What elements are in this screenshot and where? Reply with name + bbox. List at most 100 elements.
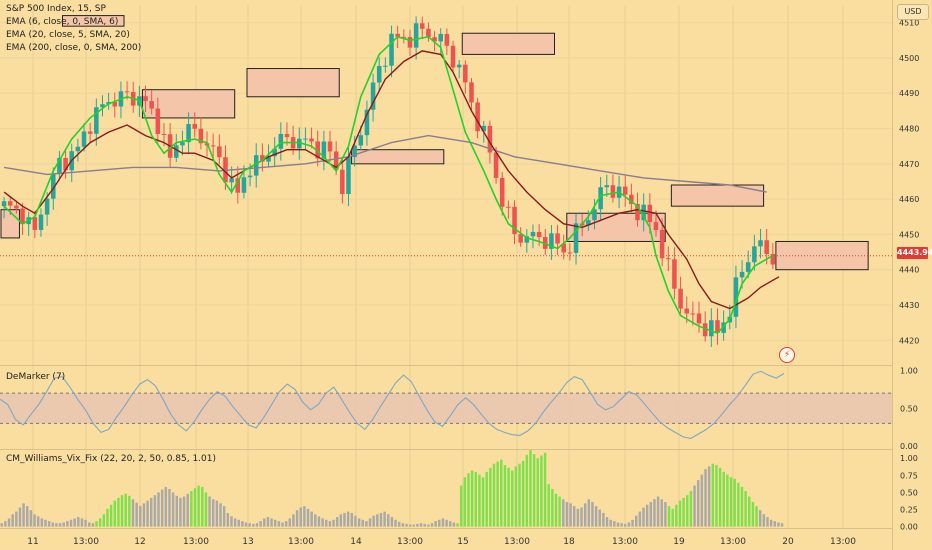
y-tick-label: 4460	[899, 195, 919, 204]
candle-body	[155, 108, 161, 135]
vix-tick-label: 0.25	[900, 506, 918, 515]
vix-bar	[29, 510, 33, 527]
candle-body	[413, 23, 419, 48]
candle-body	[346, 157, 351, 194]
currency-button[interactable]: USD	[897, 4, 929, 20]
vix-bar	[441, 518, 445, 527]
candle-body	[32, 217, 38, 230]
candle-body	[100, 104, 105, 108]
vix-bar	[485, 471, 488, 527]
vix-bar	[150, 497, 153, 527]
lightning-icon[interactable]: ⚡	[779, 347, 795, 363]
candle-body	[38, 214, 44, 230]
x-tick-label: 12	[134, 537, 145, 547]
candle-body	[217, 146, 222, 158]
vix-bar	[335, 517, 339, 527]
candle-body	[420, 23, 425, 29]
vix-bar	[507, 467, 510, 527]
vix-bar	[142, 503, 146, 527]
candle-body	[629, 194, 634, 204]
y-tick-label: 4470	[899, 160, 919, 169]
vix-bar	[645, 504, 649, 527]
vix-bar	[179, 497, 182, 527]
vix-title: CM_Williams_Vix_Fix (22, 20, 2, 50, 0.85…	[6, 454, 217, 464]
y-tick-label: 4480	[899, 125, 919, 134]
vix-bar	[193, 488, 197, 527]
candle-body	[770, 254, 776, 265]
vix-bar	[7, 518, 11, 527]
vix-bar	[729, 477, 733, 527]
vix-bar	[361, 519, 364, 527]
vix-bar	[726, 474, 729, 527]
x-tick-label: 13:00	[504, 537, 530, 547]
vix-bar	[416, 523, 419, 527]
candle-body	[321, 141, 327, 159]
vix-bar	[492, 463, 496, 527]
vix-bar	[405, 523, 408, 527]
candle-body	[610, 185, 616, 198]
zone-box	[670, 184, 765, 207]
vix-bar	[470, 470, 474, 527]
vix-bar	[678, 500, 682, 527]
vix-bar	[609, 519, 612, 527]
x-tick-label: 20	[782, 537, 794, 547]
vix-bar	[616, 522, 620, 527]
vix-bar	[529, 450, 532, 527]
vix-bar	[649, 502, 653, 527]
ema-200-line	[3, 134, 767, 193]
vix-bar	[372, 515, 375, 527]
vix-bar	[26, 506, 29, 527]
vix-bar	[51, 522, 54, 527]
candle-body	[622, 186, 628, 195]
candle-body	[450, 45, 456, 68]
vix-bar	[733, 478, 736, 527]
vix-bar	[109, 504, 113, 527]
candle-body	[63, 157, 68, 171]
zone-box	[62, 15, 125, 27]
candle-body	[198, 128, 204, 144]
candle-body	[481, 125, 487, 132]
y-tick-label: 4440	[899, 266, 919, 275]
candle-body	[475, 102, 480, 132]
vix-bar	[459, 485, 463, 527]
legend-ema-20: EMA (20, close, 5, SMA, 20)	[6, 30, 130, 40]
vix-bar	[164, 486, 168, 527]
candle-body	[241, 177, 247, 193]
vix-bar	[704, 469, 707, 527]
demarker-line	[0, 370, 785, 439]
vix-bar	[718, 467, 722, 527]
vix-bar	[554, 493, 558, 527]
vix-bar	[226, 512, 230, 527]
ema-6-line	[3, 35, 774, 335]
vix-bar	[237, 519, 240, 527]
vix-bar	[587, 499, 591, 527]
vix-bar	[58, 523, 62, 527]
vix-bar	[270, 518, 273, 527]
vix-bar	[631, 519, 634, 527]
x-tick-label: 11	[27, 537, 38, 547]
candle-body	[709, 320, 714, 337]
candle-body	[696, 313, 702, 324]
x-tick-label: 13	[242, 537, 253, 547]
candle-body	[536, 231, 542, 238]
vix-bar	[66, 521, 69, 527]
candle-body	[752, 246, 757, 263]
vix-bar	[98, 518, 102, 527]
candle-body	[376, 65, 382, 83]
demarker-tick-label: 0.00	[900, 442, 918, 451]
vix-bar	[744, 491, 747, 527]
vix-bar	[573, 506, 576, 527]
candle-body	[745, 262, 751, 272]
vix-bar	[281, 522, 284, 527]
vix-bar	[219, 503, 222, 527]
vix-bar	[354, 515, 357, 527]
vix-bar	[412, 524, 416, 527]
candle-body	[543, 237, 548, 249]
candle-body	[247, 175, 253, 178]
candle-body	[303, 138, 308, 140]
candle-body	[739, 271, 745, 278]
vix-bar	[357, 518, 361, 527]
vix-bar	[102, 514, 106, 527]
candle-body	[721, 322, 726, 333]
